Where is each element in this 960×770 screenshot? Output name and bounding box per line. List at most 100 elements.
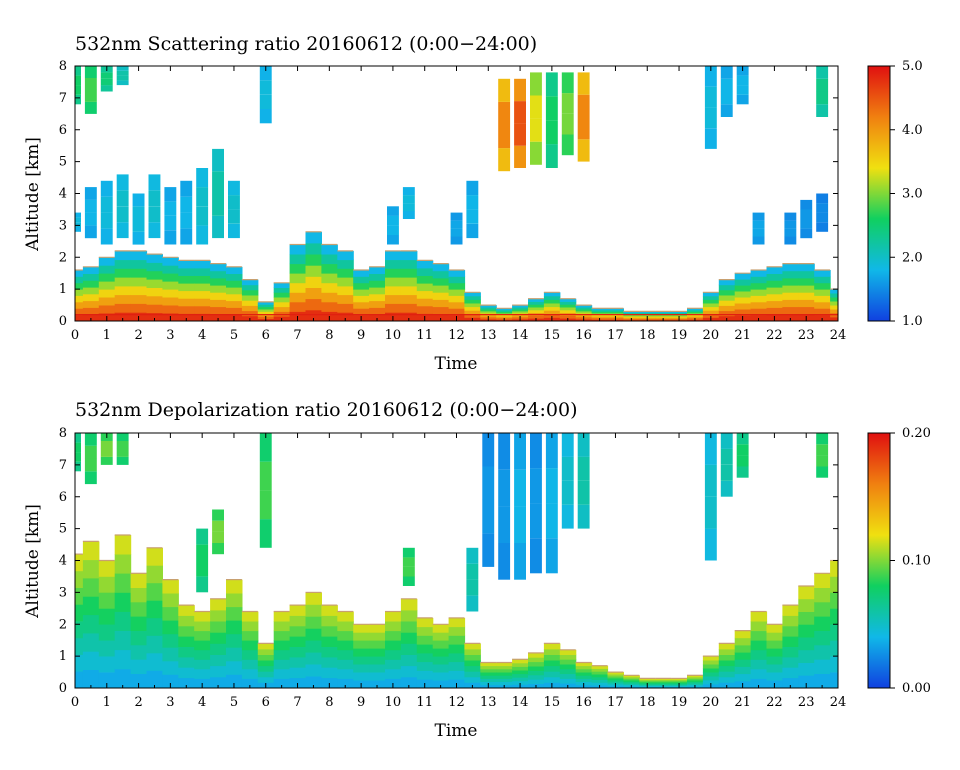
bl-cell: [496, 675, 513, 679]
cloud-cell: [180, 212, 193, 229]
bl-cell: [448, 670, 466, 680]
bl-cell: [82, 287, 100, 295]
cloud-cell: [148, 190, 161, 207]
cloud-cell: [164, 230, 177, 245]
bl-cell: [400, 303, 418, 313]
data-column: [226, 180, 243, 321]
cloud-cell: [387, 206, 399, 216]
cloud-cell: [466, 579, 479, 596]
data-column: [369, 623, 386, 688]
data-column: [400, 187, 418, 321]
bl-cell: [623, 315, 640, 317]
cloud-cell: [498, 101, 511, 125]
x-tick-label: 23: [798, 328, 815, 343]
bl-cell: [400, 643, 418, 655]
bl-cell: [655, 683, 672, 685]
bl-cell: [448, 282, 466, 290]
bl-cell: [718, 676, 736, 683]
bl-cell: [98, 592, 116, 609]
bl-cell: [146, 617, 163, 636]
bl-cell: [814, 301, 831, 309]
cloud-cell: [816, 466, 829, 478]
cloud-cell: [100, 212, 113, 229]
bl-cell: [321, 273, 338, 284]
cloud-cell: [577, 456, 590, 481]
bl-cell: [830, 592, 838, 609]
bl-cell: [782, 656, 799, 668]
cloud-cell: [530, 538, 542, 574]
bl-cell: [114, 668, 132, 688]
bl-cell: [257, 311, 275, 315]
cloud-cell: [704, 66, 717, 87]
bl-cell: [687, 681, 704, 684]
bl-cell: [114, 554, 132, 574]
y-tick-label: 3: [59, 218, 67, 233]
cloud-cell: [736, 85, 749, 95]
bl-cell: [257, 306, 275, 310]
bl-cell: [782, 646, 799, 658]
bl-cell: [321, 667, 338, 679]
bl-cell: [575, 307, 593, 310]
bl-cell: [607, 672, 624, 675]
bl-cell: [98, 624, 116, 641]
bl-cell: [194, 290, 211, 299]
bl-cell: [702, 668, 720, 673]
y-axis-label: Altitude [km]: [23, 137, 43, 252]
bl-cell: [337, 268, 354, 278]
cloud-cell: [259, 433, 272, 462]
bl-cell: [734, 673, 752, 682]
bl-cell: [305, 604, 322, 617]
bl-cell: [210, 621, 227, 633]
x-tick-label: 3: [166, 328, 174, 343]
bl-cell: [575, 678, 593, 682]
bl-cell: [114, 303, 132, 313]
x-tick-label: 4: [198, 695, 206, 710]
bl-cell: [559, 664, 577, 670]
data-column: [575, 433, 593, 688]
bl-cell: [448, 626, 466, 636]
bl-cell: [528, 674, 545, 680]
bl-cell: [273, 640, 291, 651]
bl-cell: [814, 295, 831, 303]
data-column: [75, 66, 84, 321]
bl-cell: [241, 310, 259, 317]
bl-cell: [782, 313, 799, 321]
bl-cell: [210, 598, 227, 611]
bl-cell: [766, 266, 783, 274]
cloud-cell: [498, 78, 511, 102]
bl-cell: [750, 621, 768, 632]
data-column: [226, 578, 243, 688]
y-tick-label: 8: [59, 426, 67, 441]
cloud-cell: [561, 433, 574, 457]
bl-cell: [289, 615, 307, 627]
bl-cell: [369, 300, 386, 308]
bl-cell: [130, 601, 148, 617]
bl-cell: [289, 605, 307, 616]
cloud-cell: [75, 212, 81, 218]
bl-cell: [130, 303, 148, 313]
bl-cell: [98, 640, 116, 657]
cloud-cell: [259, 66, 272, 81]
bl-cell: [814, 314, 831, 321]
cloud-cell: [116, 70, 129, 76]
bl-cell: [718, 671, 736, 678]
x-tick-label: 17: [607, 695, 624, 710]
bl-cell: [82, 314, 100, 321]
bl-cell: [385, 294, 402, 304]
bl-cell: [559, 309, 577, 313]
bl-cell: [400, 665, 418, 678]
data-column: [385, 206, 402, 321]
bl-cell: [369, 314, 386, 321]
bl-cell: [114, 573, 132, 593]
bl-cell: [512, 666, 529, 671]
cloud-cell: [784, 228, 797, 237]
cloud-cell: [530, 72, 542, 96]
bl-cell: [162, 660, 179, 675]
bl-cell: [766, 280, 783, 288]
bl-cell: [114, 268, 132, 278]
bl-cell: [178, 305, 195, 314]
bl-cell: [639, 679, 656, 682]
bl-cell: [241, 649, 259, 660]
bl-cell: [448, 617, 466, 628]
cloud-cell: [75, 442, 81, 453]
